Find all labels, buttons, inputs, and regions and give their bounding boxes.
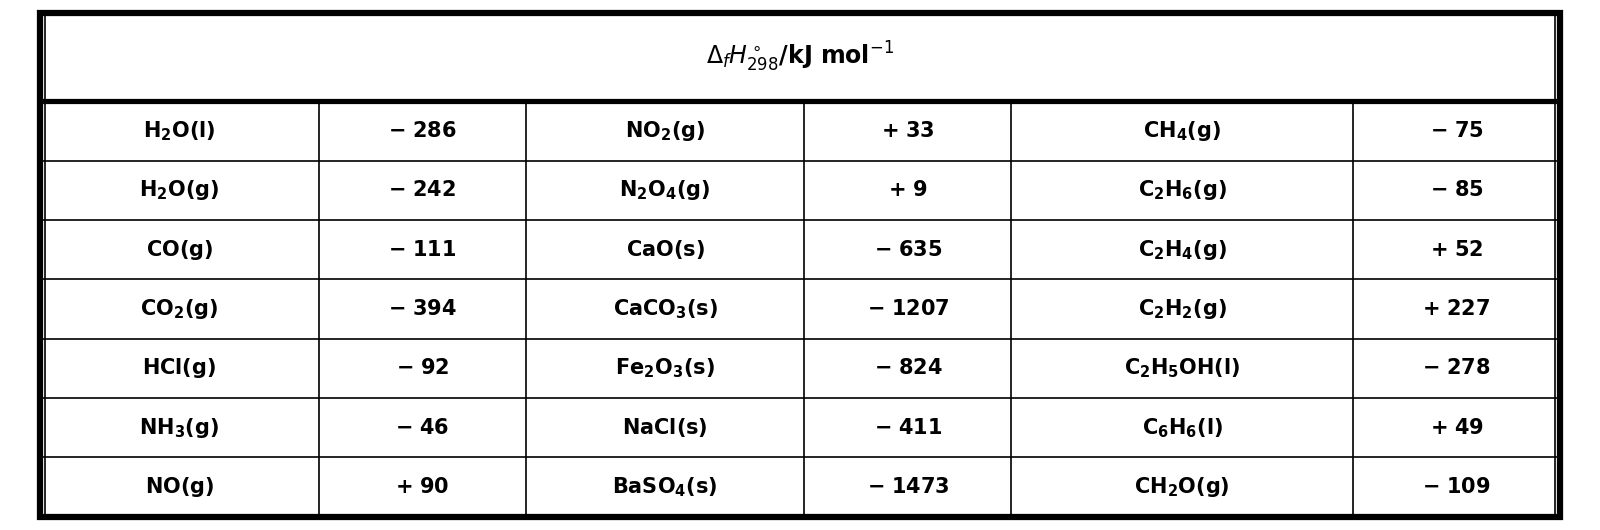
- Text: $\mathbf{NH_3(g)}$: $\mathbf{NH_3(g)}$: [139, 416, 219, 440]
- Text: $\mathbf{+\ 49}$: $\mathbf{+\ 49}$: [1429, 418, 1483, 438]
- Text: $\mathbf{-\ 635}$: $\mathbf{-\ 635}$: [874, 240, 942, 260]
- Text: $\mathbf{CO_2(g)}$: $\mathbf{CO_2(g)}$: [141, 297, 219, 321]
- Text: $\mathbf{-\ 46}$: $\mathbf{-\ 46}$: [395, 418, 450, 438]
- Text: $\mathbf{+\ 52}$: $\mathbf{+\ 52}$: [1430, 240, 1483, 260]
- Text: $\mathbf{-\ 411}$: $\mathbf{-\ 411}$: [874, 418, 942, 438]
- Text: $\mathbf{-\ 1473}$: $\mathbf{-\ 1473}$: [867, 477, 949, 497]
- Text: $\Delta_f H^\circ_{298}$/kJ mol$^{-1}$: $\Delta_f H^\circ_{298}$/kJ mol$^{-1}$: [706, 40, 894, 74]
- Text: $\mathbf{-\ 92}$: $\mathbf{-\ 92}$: [395, 358, 448, 378]
- Text: $\mathbf{CaCO_3(s)}$: $\mathbf{CaCO_3(s)}$: [613, 297, 718, 321]
- Text: $\mathbf{H_2O(l)}$: $\mathbf{H_2O(l)}$: [142, 119, 216, 143]
- Text: $\mathbf{-\ 278}$: $\mathbf{-\ 278}$: [1422, 358, 1491, 378]
- Text: $\mathbf{-\ 394}$: $\mathbf{-\ 394}$: [387, 299, 456, 319]
- Text: $\mathbf{+\ 90}$: $\mathbf{+\ 90}$: [395, 477, 450, 497]
- Text: $\mathbf{CH_4(g)}$: $\mathbf{CH_4(g)}$: [1144, 119, 1221, 143]
- Text: $\mathbf{CH_2O(g)}$: $\mathbf{CH_2O(g)}$: [1134, 475, 1230, 499]
- Text: $\mathbf{H_2O(g)}$: $\mathbf{H_2O(g)}$: [139, 179, 219, 202]
- Text: $\mathbf{NO(g)}$: $\mathbf{NO(g)}$: [144, 475, 214, 499]
- Text: $\mathbf{-\ 85}$: $\mathbf{-\ 85}$: [1430, 180, 1483, 200]
- Text: $\mathbf{HCl(g)}$: $\mathbf{HCl(g)}$: [142, 356, 216, 381]
- Text: $\mathbf{-\ 286}$: $\mathbf{-\ 286}$: [387, 121, 456, 141]
- Text: $\mathbf{N_2O_4(g)}$: $\mathbf{N_2O_4(g)}$: [619, 179, 710, 202]
- Text: $\mathbf{C_2H_6(g)}$: $\mathbf{C_2H_6(g)}$: [1138, 179, 1227, 202]
- Text: $\mathbf{C_2H_4(g)}$: $\mathbf{C_2H_4(g)}$: [1138, 238, 1227, 262]
- Text: $\mathbf{+\ 9}$: $\mathbf{+\ 9}$: [888, 180, 928, 200]
- Text: $\mathbf{+\ 33}$: $\mathbf{+\ 33}$: [882, 121, 934, 141]
- Text: $\mathbf{C_2H_2(g)}$: $\mathbf{C_2H_2(g)}$: [1138, 297, 1227, 321]
- Text: $\mathbf{-\ 111}$: $\mathbf{-\ 111}$: [389, 240, 456, 260]
- Text: $\mathbf{-\ 109}$: $\mathbf{-\ 109}$: [1422, 477, 1491, 497]
- Text: $\mathbf{CaO(s)}$: $\mathbf{CaO(s)}$: [626, 238, 704, 261]
- Text: $\mathbf{CO(g)}$: $\mathbf{CO(g)}$: [146, 238, 213, 262]
- Text: $\mathbf{NaCl(s)}$: $\mathbf{NaCl(s)}$: [622, 416, 707, 439]
- Text: $\mathbf{BaSO_4(s)}$: $\mathbf{BaSO_4(s)}$: [613, 475, 718, 499]
- Text: $\mathbf{-\ 1207}$: $\mathbf{-\ 1207}$: [867, 299, 949, 319]
- Text: $\mathbf{-\ 242}$: $\mathbf{-\ 242}$: [389, 180, 456, 200]
- Text: $\mathbf{C_6H_6(l)}$: $\mathbf{C_6H_6(l)}$: [1142, 416, 1222, 439]
- Text: $\mathbf{-\ 824}$: $\mathbf{-\ 824}$: [874, 358, 942, 378]
- Text: $\mathbf{C_2H_5OH(l)}$: $\mathbf{C_2H_5OH(l)}$: [1125, 357, 1240, 380]
- Text: $\mathbf{+\ 227}$: $\mathbf{+\ 227}$: [1422, 299, 1491, 319]
- Text: $\mathbf{-\ 75}$: $\mathbf{-\ 75}$: [1430, 121, 1483, 141]
- Text: $\mathbf{NO_2(g)}$: $\mathbf{NO_2(g)}$: [626, 119, 706, 143]
- Bar: [40, 13, 1560, 101]
- Text: $\mathbf{Fe_2O_3(s)}$: $\mathbf{Fe_2O_3(s)}$: [614, 357, 715, 380]
